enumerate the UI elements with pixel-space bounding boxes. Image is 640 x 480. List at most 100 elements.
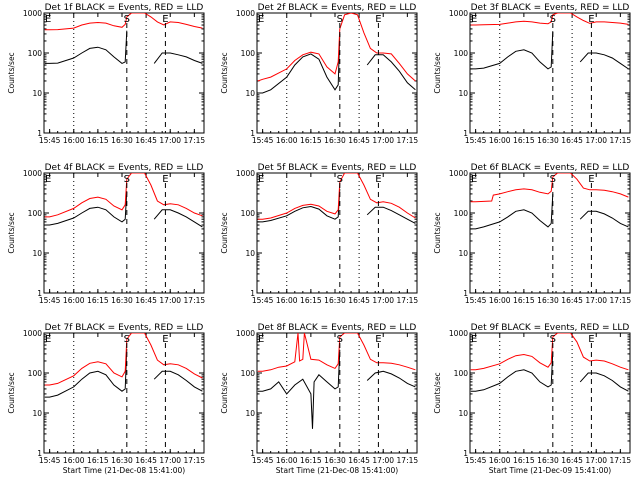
- x-tick-label: 17:00: [372, 296, 394, 305]
- panel-title: Det 6f BLACK = Events, RED = LLD: [471, 163, 630, 173]
- y-tick-label: 10: [245, 409, 255, 418]
- y-tick-label: 1000: [23, 9, 42, 18]
- x-tick-label: 17:15: [397, 296, 419, 305]
- end-marker-label: E: [588, 334, 594, 345]
- x-tick-label: 17:15: [397, 456, 419, 465]
- x-tick-label: 17:00: [372, 136, 394, 145]
- y-tick-label: 1: [37, 449, 42, 458]
- end-marker-label: E: [162, 14, 168, 25]
- x-tick-label: 15:45: [465, 456, 487, 465]
- x-tick-label: 17:15: [610, 296, 632, 305]
- y-tick-label: 100: [28, 209, 43, 218]
- x-tick-label: 16:30: [537, 296, 559, 305]
- series-events: [470, 31, 629, 70]
- x-tick-label: 16:15: [513, 296, 535, 305]
- series-lld: [44, 13, 203, 31]
- y-tick-label: 1000: [236, 9, 255, 18]
- start-marker-label: S: [124, 14, 130, 25]
- series-lld: [470, 333, 629, 371]
- x-tick-label: 16:45: [348, 136, 370, 145]
- series-events: [470, 351, 629, 392]
- corner-marker-label: E: [258, 14, 264, 25]
- panel-5: Det 5f BLACK = Events, RED = LLD 1 10 100 10…: [220, 163, 418, 305]
- x-tick-label: 16:00: [489, 456, 511, 465]
- y-tick-label: 10: [245, 89, 255, 98]
- panel-9: Det 9f BLACK = Events, RED = LLD 1 10 100 10…: [433, 323, 631, 475]
- x-tick-label: 17:15: [610, 136, 632, 145]
- y-tick-label: 1000: [23, 169, 42, 178]
- series-lld: [470, 173, 629, 203]
- panel-6: Det 6f BLACK = Events, RED = LLD 1 10 100 10…: [433, 163, 631, 305]
- y-tick-label: 10: [32, 89, 42, 98]
- y-tick-label: 1000: [236, 169, 255, 178]
- x-axis-label: Start Time (21-Dec-09 15:41:00): [489, 466, 611, 475]
- panel-title: Det 1f BLACK = Events, RED = LLD: [45, 3, 204, 13]
- start-marker-label: S: [337, 334, 343, 345]
- y-tick-label: 10: [32, 249, 42, 258]
- start-marker-label: S: [550, 174, 556, 185]
- plot-frame: [256, 12, 418, 134]
- y-axis-label: Counts/sec: [7, 372, 16, 413]
- y-tick-label: 1: [463, 129, 468, 138]
- x-tick-label: 16:30: [537, 456, 559, 465]
- end-marker-label: E: [375, 174, 381, 185]
- y-tick-label: 10: [458, 249, 468, 258]
- series-events: [44, 30, 203, 64]
- x-tick-label: 17:15: [184, 456, 206, 465]
- y-axis-label: Counts/sec: [433, 372, 442, 413]
- plot-frame: [469, 332, 631, 454]
- start-marker-label: S: [550, 14, 556, 25]
- x-tick-label: 17:00: [585, 456, 607, 465]
- y-tick-label: 1000: [236, 329, 255, 338]
- y-tick-label: 1: [463, 289, 468, 298]
- x-tick-label: 16:45: [561, 296, 583, 305]
- y-tick-label: 1: [250, 129, 255, 138]
- x-tick-label: 16:45: [135, 296, 157, 305]
- x-tick-label: 16:00: [63, 456, 85, 465]
- panel-2: Det 2f BLACK = Events, RED = LLD 1 10 100 10…: [220, 3, 418, 145]
- end-marker-label: E: [588, 174, 594, 185]
- x-tick-label: 15:45: [39, 296, 61, 305]
- x-tick-label: 16:45: [135, 456, 157, 465]
- y-axis-label: Counts/sec: [7, 52, 16, 93]
- y-tick-label: 1: [37, 289, 42, 298]
- x-tick-label: 16:15: [300, 456, 322, 465]
- x-tick-label: 16:45: [135, 136, 157, 145]
- panel-1: Det 1f BLACK = Events, RED = LLD 1 10 100 10…: [7, 3, 205, 145]
- x-tick-label: 16:15: [513, 456, 535, 465]
- x-tick-label: 17:15: [397, 136, 419, 145]
- y-axis-label: Counts/sec: [220, 212, 229, 253]
- y-tick-label: 10: [458, 409, 468, 418]
- x-tick-label: 16:45: [561, 456, 583, 465]
- x-tick-label: 15:45: [39, 456, 61, 465]
- series-lld: [257, 333, 416, 372]
- series-events: [44, 191, 203, 228]
- x-tick-label: 16:45: [348, 296, 370, 305]
- end-marker-label: E: [375, 14, 381, 25]
- plot-frame: [256, 332, 418, 454]
- plot-frame: [43, 332, 205, 454]
- x-tick-label: 16:30: [324, 296, 346, 305]
- series-events: [257, 188, 416, 224]
- plot-frame: [469, 172, 631, 294]
- x-tick-label: 16:15: [300, 136, 322, 145]
- x-tick-label: 16:00: [489, 296, 511, 305]
- end-marker-label: E: [162, 174, 168, 185]
- panel-title: Det 8f BLACK = Events, RED = LLD: [258, 323, 417, 333]
- series-events: [44, 348, 203, 398]
- series-events: [257, 349, 416, 429]
- end-marker-label: E: [588, 14, 594, 25]
- x-tick-label: 16:15: [87, 136, 109, 145]
- series-lld: [257, 173, 416, 220]
- y-tick-label: 100: [28, 369, 43, 378]
- y-tick-label: 1: [250, 449, 255, 458]
- plot-frame: [256, 172, 418, 294]
- y-tick-label: 1: [250, 289, 255, 298]
- panel-title: Det 7f BLACK = Events, RED = LLD: [45, 323, 204, 333]
- panel-title: Det 4f BLACK = Events, RED = LLD: [45, 163, 204, 173]
- y-tick-label: 100: [241, 209, 256, 218]
- plot-frame: [469, 12, 631, 134]
- plot-frame: [43, 12, 205, 134]
- x-tick-label: 16:00: [489, 136, 511, 145]
- x-tick-label: 17:00: [585, 136, 607, 145]
